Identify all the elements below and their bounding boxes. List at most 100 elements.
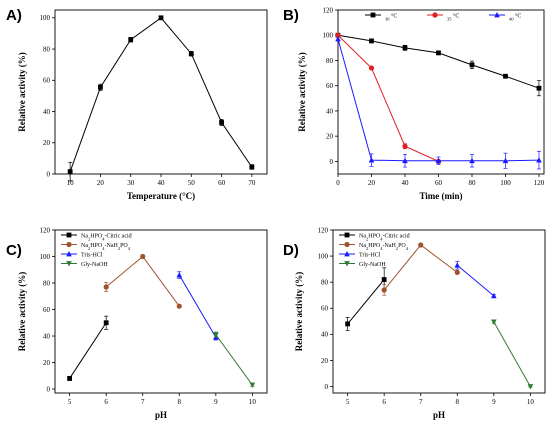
series-line xyxy=(337,38,539,162)
series-line xyxy=(178,274,217,338)
data-point xyxy=(67,376,73,381)
panel-label: A) xyxy=(6,7,22,24)
series-line xyxy=(347,279,385,325)
panel-label: D) xyxy=(283,242,299,259)
x-tick-label: 60 xyxy=(218,179,226,187)
x-tick-label: 8 xyxy=(178,398,182,406)
y-tick-label: 20 xyxy=(43,359,51,367)
y-tick-label: 100 xyxy=(40,253,51,261)
y-tick-label: 20 xyxy=(43,139,51,147)
data-point xyxy=(381,277,387,282)
series-4 xyxy=(491,319,534,390)
data-point xyxy=(335,36,341,42)
data-point xyxy=(491,292,497,299)
data-point xyxy=(368,157,375,163)
legend-label: Gly-NaOH xyxy=(359,262,386,268)
series-line xyxy=(69,17,253,172)
x-tick-label: 50 xyxy=(188,179,196,187)
series-2 xyxy=(381,242,460,296)
x-tick-label: 40 xyxy=(401,179,409,187)
x-tick-label: 7 xyxy=(141,398,145,406)
x-tick-label: 120 xyxy=(534,179,545,187)
data-point xyxy=(454,269,460,275)
y-tick-label: 100 xyxy=(318,252,329,260)
data-point xyxy=(213,332,219,338)
legend-marker xyxy=(344,251,350,257)
legend-label: Na2HPO4-Citric acid xyxy=(81,233,132,241)
x-tick-label: 40 xyxy=(158,179,166,187)
legend-label: 30 °C xyxy=(385,12,397,21)
y-tick-label: 40 xyxy=(326,107,334,115)
plot-frame xyxy=(54,229,268,394)
legend-marker xyxy=(432,12,438,18)
data-point xyxy=(536,85,542,91)
x-axis-title: pH xyxy=(433,410,445,420)
data-point xyxy=(402,157,408,164)
x-tick-label: 10 xyxy=(249,398,257,406)
series-1 xyxy=(67,315,109,381)
y-axis-title: Relative activity (%) xyxy=(17,52,27,131)
x-tick-label: 80 xyxy=(468,179,476,187)
data-point xyxy=(128,37,134,43)
legend-label: Na2HPO4-Citric acid xyxy=(359,233,410,241)
x-tick-label: 5 xyxy=(346,398,350,406)
data-point xyxy=(491,319,497,325)
legend-marker xyxy=(66,241,72,248)
data-point xyxy=(176,272,183,278)
y-axis-title: Relative activity (%) xyxy=(294,272,304,351)
y-tick-label: 80 xyxy=(326,57,334,65)
data-point xyxy=(158,15,164,21)
series-1 xyxy=(335,32,542,97)
x-tick-label: 20 xyxy=(97,179,105,187)
y-tick-label: 20 xyxy=(321,357,329,365)
legend-label: 40 °C xyxy=(509,12,521,21)
legend-label: Tris-HCl xyxy=(359,252,381,258)
data-point xyxy=(335,32,341,38)
series-line xyxy=(105,255,180,307)
legend-marker xyxy=(66,232,72,238)
y-tick-label: 60 xyxy=(43,306,51,314)
x-axis-title: Time (min) xyxy=(419,191,462,201)
x-tick-label: 9 xyxy=(492,398,496,406)
data-point xyxy=(140,253,146,260)
data-point xyxy=(435,157,442,164)
chart-panel-1: A) 10 20 30 40 50 60 70 0 20 40 60 80 100 Temperature … xyxy=(6,7,268,201)
series-3 xyxy=(335,36,542,170)
y-axis-title: Relative activity (%) xyxy=(297,52,307,131)
legend-marker xyxy=(370,12,376,18)
y-tick-label: 100 xyxy=(323,32,334,40)
data-point xyxy=(67,169,73,175)
data-point xyxy=(436,50,441,56)
series-1 xyxy=(345,267,387,331)
series-4 xyxy=(213,331,256,389)
x-tick-label: 0 xyxy=(336,179,340,187)
data-point xyxy=(536,157,542,163)
series-line xyxy=(337,34,439,162)
data-point xyxy=(176,303,182,309)
y-tick-label: 120 xyxy=(323,6,334,14)
y-tick-label: 60 xyxy=(321,305,329,313)
legend-label: Gly-NaOH xyxy=(81,262,108,268)
plot-frame xyxy=(332,229,546,394)
data-point xyxy=(103,284,109,290)
y-tick-label: 0 xyxy=(47,170,51,178)
series-line xyxy=(456,264,495,297)
x-axis-title: pH xyxy=(155,410,167,420)
x-tick-label: 30 xyxy=(127,179,135,187)
legend-marker xyxy=(344,232,350,238)
y-tick-label: 60 xyxy=(43,77,51,85)
x-tick-label: 70 xyxy=(248,179,256,187)
panel-label: B) xyxy=(283,7,299,24)
series-3 xyxy=(454,260,497,299)
x-tick-label: 9 xyxy=(214,398,218,406)
x-tick-label: 5 xyxy=(68,398,72,406)
data-point xyxy=(219,120,224,125)
y-tick-label: 120 xyxy=(318,226,329,234)
y-tick-label: 100 xyxy=(40,14,51,22)
y-tick-label: 40 xyxy=(321,331,329,339)
legend-label: 35 °C xyxy=(447,12,459,21)
legend-label: Na2HPO4-NaH2PO4 xyxy=(81,243,131,251)
x-tick-label: 6 xyxy=(104,398,108,406)
series-line xyxy=(69,322,107,379)
